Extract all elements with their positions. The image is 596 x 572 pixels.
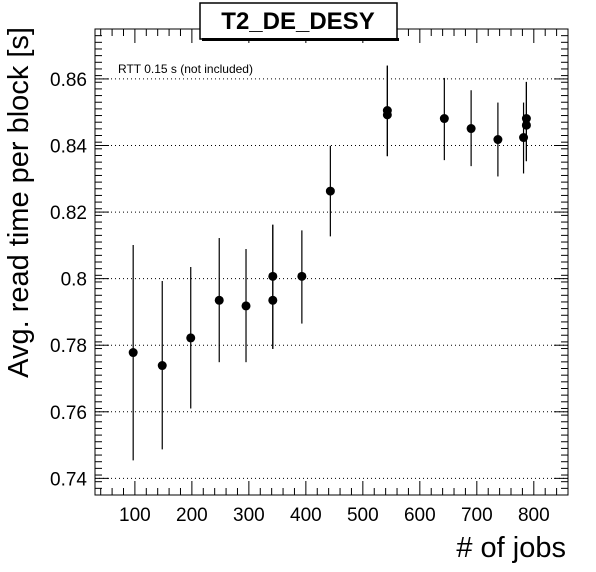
y-tick-labels: 0.74 0.76 0.78 0.8 0.82 0.84 0.86 [50, 70, 87, 490]
data-point [466, 124, 476, 134]
data-point [241, 301, 251, 311]
y-tick-label: 0.8 [61, 270, 87, 291]
x-axis-label: # of jobs [456, 532, 566, 564]
data-point [382, 110, 392, 120]
data-point [325, 186, 335, 196]
title-box-frame [199, 2, 398, 40]
y-tick-label: 0.78 [50, 336, 87, 357]
data-point [439, 114, 449, 124]
x-tick-label: 500 [347, 505, 379, 526]
chart-annotation: RTT 0.15 s (not included) [118, 62, 253, 76]
x-tick-label: 300 [233, 505, 265, 526]
title-box: T2_DE_DESY [199, 2, 399, 41]
data-point [268, 271, 278, 281]
data-point [157, 361, 167, 371]
data-point [297, 271, 307, 281]
y-axis-label: Avg. read time per block [s] [3, 27, 35, 378]
y-tick-label: 0.84 [50, 137, 87, 158]
x-tick-label: 400 [290, 505, 322, 526]
x-tick-label: 800 [518, 505, 550, 526]
error-bars [132, 65, 527, 461]
y-tick-label: 0.86 [50, 70, 87, 91]
title-box-shadow [202, 38, 399, 41]
x-tick-label: 200 [176, 505, 208, 526]
data-point [128, 348, 138, 358]
y-tick-label: 0.74 [50, 469, 87, 490]
chart-title: T2_DE_DESY [221, 8, 374, 35]
data-point [521, 114, 531, 124]
data-point [519, 133, 529, 143]
y-tick-label: 0.82 [50, 203, 87, 224]
data-point [268, 295, 278, 305]
grid-lines [95, 78, 568, 479]
x-tick-label: 700 [461, 505, 493, 526]
plot-frame [94, 28, 569, 496]
x-tick-label: 600 [404, 505, 436, 526]
x-tick-label: 100 [119, 505, 151, 526]
data-points [128, 106, 531, 371]
data-point [493, 135, 503, 145]
data-point [186, 333, 196, 343]
y-tick-label: 0.76 [50, 403, 87, 424]
data-point [214, 295, 224, 305]
data-point [521, 120, 531, 130]
axis-ticks [95, 28, 569, 496]
x-tick-labels: 100 200 300 400 500 600 700 800 [119, 505, 550, 526]
